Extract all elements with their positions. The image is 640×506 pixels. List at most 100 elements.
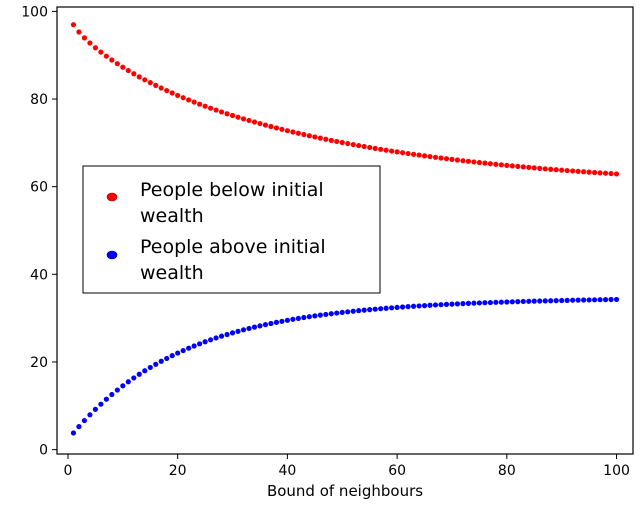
point-above-initial-wealth [614,297,619,302]
y-tick-label: 60 [30,180,48,196]
point-above-initial-wealth [384,306,389,311]
point-below-initial-wealth [576,169,581,174]
point-above-initial-wealth [318,313,323,318]
point-above-initial-wealth [543,298,548,303]
point-below-initial-wealth [82,35,87,40]
point-above-initial-wealth [109,392,114,397]
point-below-initial-wealth [400,150,405,155]
point-below-initial-wealth [543,166,548,171]
point-above-initial-wealth [587,297,592,302]
point-below-initial-wealth [126,68,131,73]
point-above-initial-wealth [246,326,251,331]
point-below-initial-wealth [279,127,284,132]
x-tick-label: 80 [498,463,516,479]
point-above-initial-wealth [554,298,559,303]
point-above-initial-wealth [263,322,268,327]
y-axis-ticks: 0 20 40 60 80 100 [21,4,57,458]
point-above-initial-wealth [126,379,131,384]
point-above-initial-wealth [499,300,504,305]
point-above-initial-wealth [482,300,487,305]
point-above-initial-wealth [334,310,339,315]
point-below-initial-wealth [449,157,454,162]
point-above-initial-wealth [597,297,602,302]
point-below-initial-wealth [351,142,356,147]
point-above-initial-wealth [548,298,553,303]
point-above-initial-wealth [576,298,581,303]
point-above-initial-wealth [521,299,526,304]
point-above-initial-wealth [241,327,246,332]
point-below-initial-wealth [312,134,317,139]
x-tick-label: 60 [388,463,406,479]
point-below-initial-wealth [570,168,575,173]
point-above-initial-wealth [411,304,416,309]
point-above-initial-wealth [460,301,465,306]
point-above-initial-wealth [367,307,372,312]
point-above-initial-wealth [285,318,290,323]
point-below-initial-wealth [104,54,109,59]
point-below-initial-wealth [159,85,164,90]
point-below-initial-wealth [268,124,273,129]
point-below-initial-wealth [427,154,432,159]
point-above-initial-wealth [444,302,449,307]
point-below-initial-wealth [477,160,482,165]
point-below-initial-wealth [87,40,92,45]
point-above-initial-wealth [493,300,498,305]
x-tick-label: 0 [64,463,73,479]
point-below-initial-wealth [131,71,136,76]
point-above-initial-wealth [570,298,575,303]
point-below-initial-wealth [186,97,191,102]
point-below-initial-wealth [274,125,279,130]
point-above-initial-wealth [581,297,586,302]
point-below-initial-wealth [488,161,493,166]
point-above-initial-wealth [208,337,213,342]
point-below-initial-wealth [175,93,180,98]
point-below-initial-wealth [334,139,339,144]
point-above-initial-wealth [164,356,169,361]
point-above-initial-wealth [230,330,235,335]
point-above-initial-wealth [197,341,202,346]
point-above-initial-wealth [120,383,125,388]
point-above-initial-wealth [488,300,493,305]
point-below-initial-wealth [471,159,476,164]
legend-label-above-line1: People above initial [140,236,326,258]
point-below-initial-wealth [592,170,597,175]
point-below-initial-wealth [181,95,186,100]
point-above-initial-wealth [296,316,301,321]
point-below-initial-wealth [466,159,471,164]
point-below-initial-wealth [378,147,383,152]
point-below-initial-wealth [603,171,608,176]
point-above-initial-wealth [219,334,224,339]
point-below-initial-wealth [224,111,229,116]
point-above-initial-wealth [504,299,509,304]
point-above-initial-wealth [98,402,103,407]
legend-label-below-line2: wealth [140,205,204,227]
point-below-initial-wealth [521,164,526,169]
point-above-initial-wealth [565,298,570,303]
point-above-initial-wealth [203,339,208,344]
point-below-initial-wealth [559,168,564,173]
x-tick-label: 20 [169,463,187,479]
point-below-initial-wealth [565,168,570,173]
point-below-initial-wealth [301,132,306,137]
point-below-initial-wealth [444,156,449,161]
point-above-initial-wealth [186,346,191,351]
point-above-initial-wealth [213,335,218,340]
point-below-initial-wealth [263,122,268,127]
point-below-initial-wealth [510,163,515,168]
point-above-initial-wealth [427,303,432,308]
point-below-initial-wealth [230,113,235,118]
y-tick-label: 100 [21,4,48,20]
point-above-initial-wealth [235,329,240,334]
point-above-initial-wealth [603,297,608,302]
point-above-initial-wealth [137,372,142,377]
point-above-initial-wealth [87,412,92,417]
point-above-initial-wealth [395,305,400,310]
point-below-initial-wealth [345,141,350,146]
legend-marker-red [107,193,117,201]
point-below-initial-wealth [71,22,76,27]
point-above-initial-wealth [455,301,460,306]
point-below-initial-wealth [614,171,619,176]
point-above-initial-wealth [268,321,273,326]
point-above-initial-wealth [532,299,537,304]
